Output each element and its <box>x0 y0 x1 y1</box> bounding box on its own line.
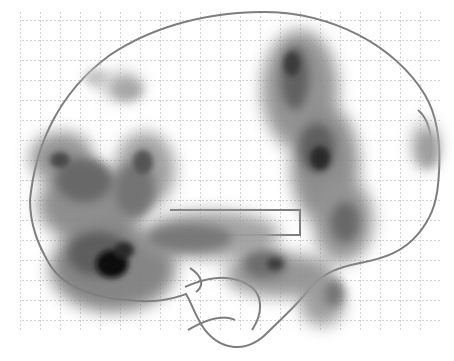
activation-small-blobs <box>84 69 438 168</box>
activation-layer-core <box>50 52 330 278</box>
